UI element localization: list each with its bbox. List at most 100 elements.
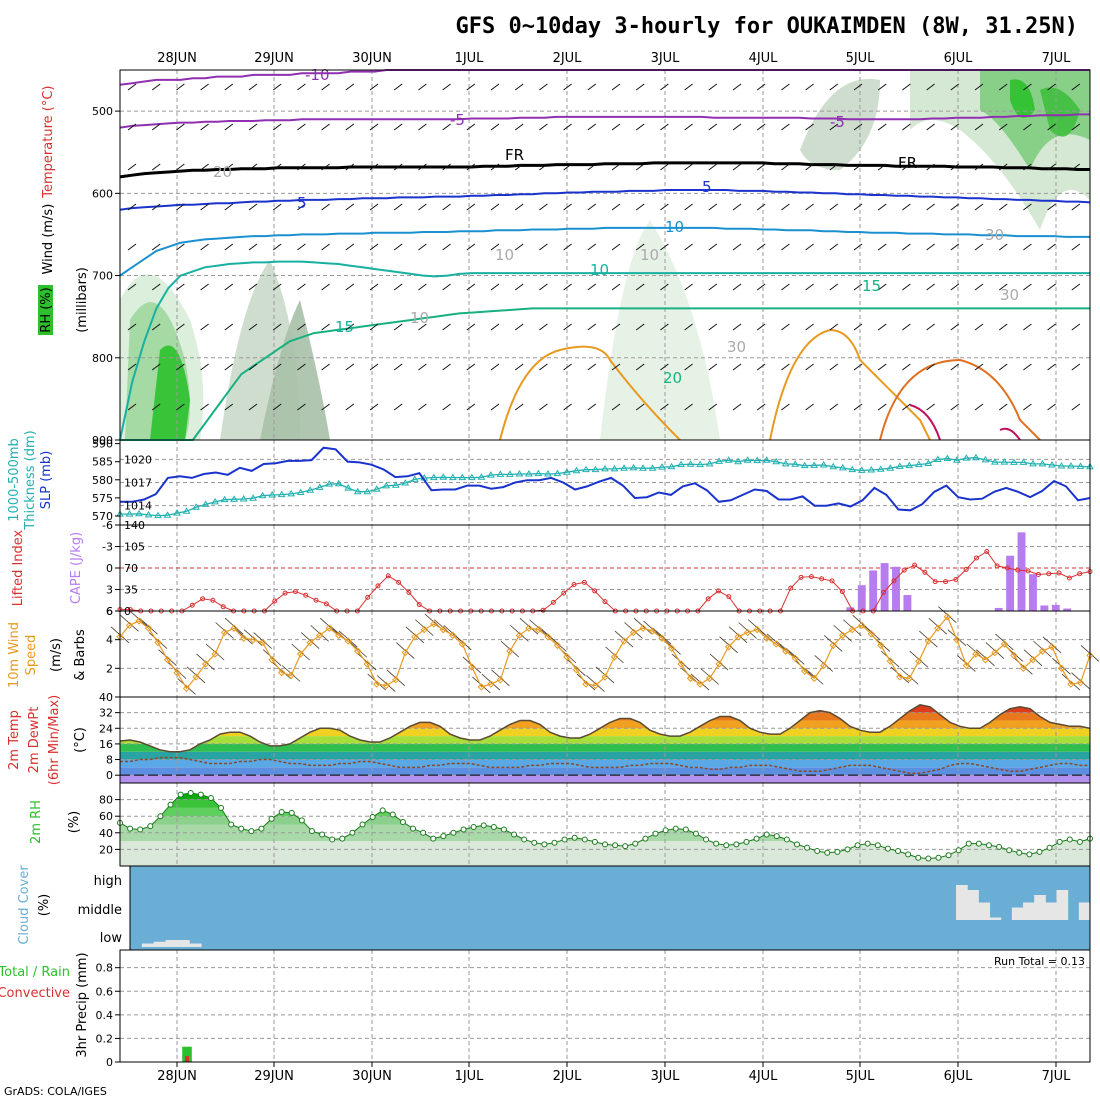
wind-barb bbox=[1071, 203, 1081, 211]
wind-barb bbox=[321, 363, 330, 371]
x-tick-label-bottom: 30JUN bbox=[352, 1069, 392, 1084]
wind-barb bbox=[660, 323, 669, 331]
precip-ylabel: 3hr Precip (mm) bbox=[75, 952, 90, 1057]
wind-barb bbox=[756, 163, 766, 171]
wind-barb bbox=[393, 203, 403, 211]
wind-marker bbox=[296, 650, 305, 658]
thickness-marker bbox=[363, 487, 372, 495]
li-marker bbox=[313, 597, 319, 603]
wind-barb bbox=[539, 323, 548, 331]
cape-bar bbox=[1017, 532, 1026, 611]
wind-barb bbox=[529, 619, 548, 636]
wind-marker bbox=[772, 640, 780, 648]
wind-barb bbox=[248, 123, 258, 131]
y-label-part: (°C) bbox=[73, 727, 88, 753]
li-ylabel: Lifted Index bbox=[11, 529, 26, 606]
wind-barb bbox=[1023, 323, 1032, 331]
wind-barb bbox=[877, 283, 887, 291]
temp-band bbox=[120, 767, 1090, 776]
wind-barb bbox=[500, 640, 520, 658]
wind-barb bbox=[563, 323, 572, 331]
contour-label: 15 bbox=[862, 277, 881, 295]
thickness-marker bbox=[914, 460, 923, 468]
wind-marker bbox=[686, 674, 695, 683]
wind-marker bbox=[877, 641, 885, 650]
wind-barb bbox=[215, 622, 234, 639]
wind-speed-line bbox=[119, 615, 1091, 690]
li-marker bbox=[416, 602, 422, 608]
li-marker bbox=[323, 601, 329, 607]
wind-barb bbox=[224, 323, 234, 331]
wind-barb bbox=[926, 243, 935, 251]
upper-air-ylabel: Wind (m/s) Temperature (°C) bbox=[41, 86, 56, 275]
li-marker bbox=[963, 566, 969, 572]
cloud-bar-middle bbox=[1056, 890, 1069, 920]
thickness-marker bbox=[220, 495, 229, 503]
wind-barb bbox=[926, 83, 935, 91]
wind-barb bbox=[1023, 123, 1032, 131]
wind-marker bbox=[677, 660, 685, 668]
wind-barb bbox=[369, 403, 379, 411]
wind-barb bbox=[900, 668, 919, 685]
wind-barb bbox=[938, 606, 957, 624]
wind-barb bbox=[781, 363, 790, 371]
wind-barb bbox=[462, 656, 482, 674]
wind-barb bbox=[176, 203, 185, 211]
wind-marker bbox=[182, 684, 191, 693]
wind-barb bbox=[281, 665, 301, 682]
wind-barb bbox=[684, 323, 693, 331]
rh-marker bbox=[1036, 848, 1043, 855]
wind-barb bbox=[1047, 203, 1056, 211]
wind-barb bbox=[127, 123, 137, 131]
y-label-part: (%) bbox=[67, 811, 82, 834]
wind-barb bbox=[224, 123, 234, 131]
y-tick-label: 0 bbox=[106, 769, 113, 782]
wind-marker bbox=[287, 671, 295, 680]
thickness-marker bbox=[952, 456, 961, 463]
y-tick-label: 570 bbox=[92, 510, 113, 523]
wind-barb bbox=[127, 83, 137, 91]
rh-marker bbox=[308, 828, 315, 835]
wind-barb bbox=[200, 163, 209, 171]
panel-precip: Run Total = 0.13 0 0.2 0.4 0.6 0.8 bbox=[96, 949, 1091, 1069]
wind-barb bbox=[297, 83, 306, 91]
rh-marker bbox=[561, 836, 568, 843]
y-tick-label: 590 bbox=[92, 438, 113, 451]
wind-barb bbox=[732, 283, 742, 291]
wind-barb bbox=[881, 650, 900, 668]
wind-marker bbox=[781, 647, 790, 655]
wind-barb bbox=[151, 123, 161, 131]
wind-barb bbox=[732, 203, 742, 211]
temp-contour-15 bbox=[119, 260, 1090, 441]
wind-barb bbox=[514, 83, 524, 91]
wind-marker bbox=[905, 674, 914, 683]
wind-barb bbox=[611, 283, 621, 291]
wind-barb bbox=[176, 243, 185, 251]
temp-band bbox=[120, 728, 1090, 737]
wind-barb bbox=[321, 163, 330, 171]
x-tick-label-bottom: 1JUL bbox=[455, 1069, 485, 1084]
wind-barb bbox=[756, 403, 766, 411]
thickness-marker bbox=[1019, 458, 1028, 465]
rh-band bbox=[120, 799, 1090, 808]
wind-marker bbox=[915, 657, 923, 665]
wind-barb bbox=[926, 123, 935, 131]
wind-barb bbox=[272, 403, 282, 411]
rh-marker bbox=[884, 845, 891, 852]
wind-barb bbox=[902, 163, 911, 171]
rh-marker bbox=[238, 825, 245, 832]
cape-bar bbox=[903, 595, 912, 611]
wind-barb bbox=[367, 673, 387, 691]
wind-barb bbox=[1047, 163, 1056, 171]
cloud-bar-low bbox=[177, 940, 190, 947]
thickness-marker bbox=[800, 461, 809, 469]
y-label-part: (millibars) bbox=[75, 267, 90, 333]
wind-barb bbox=[805, 243, 814, 251]
wind-barb bbox=[853, 123, 863, 131]
contour-label: 20 bbox=[213, 163, 232, 181]
wind-barb bbox=[393, 403, 403, 411]
wind-barb bbox=[671, 653, 691, 671]
thickness-marker bbox=[201, 500, 210, 507]
thickness-marker bbox=[249, 494, 258, 501]
thickness-marker bbox=[810, 461, 819, 468]
